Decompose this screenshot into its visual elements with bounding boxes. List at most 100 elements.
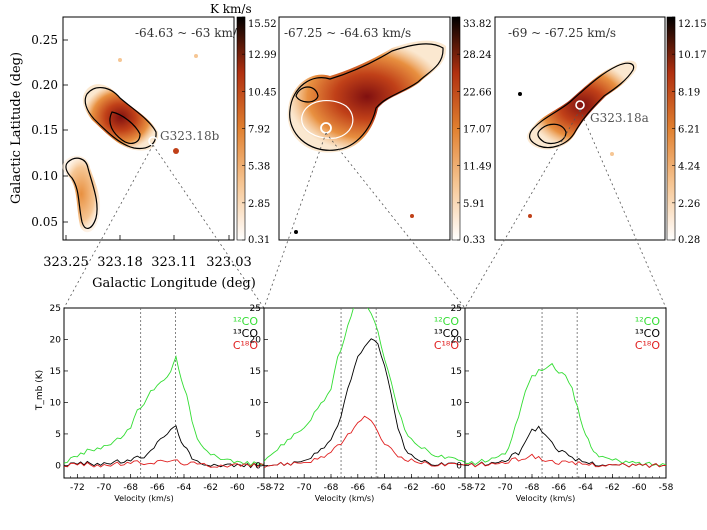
series-line <box>64 459 264 469</box>
map-y-axis-title: Galactic Latitude (deg) <box>9 52 24 204</box>
spectrum-x-tick-label: -64 <box>177 483 192 493</box>
map-y-tick-label: 0.20 <box>31 78 58 92</box>
colorbar-tick-label: 5.91 <box>463 199 485 210</box>
colorbar-tick-label: 7.92 <box>248 125 270 136</box>
spectrum-y-tick-label: 0 <box>456 461 462 471</box>
colorbar-tick-label: 6.21 <box>678 125 700 136</box>
spectrum-y-tick-label: 15 <box>50 367 61 377</box>
spectrum-x-tick-label: -66 <box>551 483 566 493</box>
spectrum-x-tick-label: -70 <box>97 483 112 493</box>
legend-entry: ¹²CO <box>434 315 460 328</box>
map-x-tick-label: 323.11 <box>151 255 197 270</box>
spectrum-x-axis-title: Velocity (km/s) <box>315 494 374 503</box>
spectrum-y-axis-title: T_mb (K) <box>35 370 45 411</box>
map-1-lower-contour <box>65 157 98 229</box>
legend-entry: ¹³CO <box>233 327 259 340</box>
map-panel-3: -69 ~ -67.25 km/s G323.18a <box>494 16 666 241</box>
legend-entry: C¹⁸O <box>635 339 661 352</box>
spectrum-y-tick-label: 0 <box>255 461 261 471</box>
legend-entry: ¹³CO <box>434 327 460 340</box>
legend-entry: ¹²CO <box>233 315 259 328</box>
spectrum-frame <box>263 307 466 479</box>
g323-18a-label: G323.18a <box>590 111 649 125</box>
colorbar-tick-label: 22.66 <box>463 87 492 98</box>
spectrum-x-axis-title: Velocity (km/s) <box>114 494 173 503</box>
spectrum-y-tick-label: 15 <box>250 367 261 377</box>
colorbar-tick-label: 11.49 <box>463 162 492 173</box>
map-1-lower-arm <box>62 155 101 233</box>
colorbar-tick-label: 12.15 <box>678 19 707 30</box>
map-2-emission <box>287 40 447 234</box>
spectrum-x-tick-label: -64 <box>377 483 392 493</box>
colorbar-ticks: 15.52 12.99 10.45 7.92 5.38 2.85 0.31 33.82 28.2… <box>242 16 707 246</box>
map-2-top-contour <box>295 86 319 103</box>
series-line <box>465 453 666 468</box>
connector-line <box>579 109 667 309</box>
spectrum-x-tick-label: -58 <box>257 483 272 493</box>
colorbar-tick-label: 10.17 <box>678 50 707 61</box>
map-1-emission <box>62 54 198 233</box>
series-line <box>264 338 465 469</box>
spectrum-x-tick-label: -72 <box>471 483 486 493</box>
spectrum-x-tick-label: -60 <box>230 483 245 493</box>
colorbar-tick-label: 5.38 <box>248 162 270 173</box>
spectrum-y-tick-label: 25 <box>250 304 261 314</box>
spectrum-x-tick-label: -72 <box>70 483 85 493</box>
map-1-speck <box>194 54 198 58</box>
spectrum-x-tick-label: -58 <box>458 483 473 493</box>
colorbar-tick-label: 0.28 <box>678 235 700 246</box>
map-y-tick-label: 0.25 <box>31 33 58 47</box>
spectrum-y-tick-label: 5 <box>255 430 261 440</box>
map-1-inner-contour <box>109 111 141 144</box>
map-panel-1: -64.63 ~ -63 km/s G323.18b <box>62 16 243 241</box>
connector-line <box>263 132 327 309</box>
map-x-tick-label: 323.03 <box>206 255 252 270</box>
colorbar-tick-label: 4.24 <box>678 162 700 173</box>
map-y-tick-label: 0.05 <box>31 215 58 229</box>
spectrum-y-tick-label: 0 <box>55 461 61 471</box>
spectrum-frame <box>63 307 265 479</box>
colorbar-tick-label: 12.99 <box>248 50 277 61</box>
spectrum-y-tick-label: 10 <box>50 398 62 408</box>
colorbar-tick-label: 10.45 <box>248 87 277 98</box>
spectrum-x-tick-label: -64 <box>578 483 593 493</box>
spectrum-x-tick-label: -68 <box>525 483 540 493</box>
map-1-speck <box>173 148 179 154</box>
spectrum-x-axis-title: Velocity (km/s) <box>516 494 575 503</box>
spectrum-x-tick-label: -60 <box>632 483 647 493</box>
colorbar-tick-label: 2.26 <box>678 199 700 210</box>
spectrum-x-tick-label: -60 <box>431 483 446 493</box>
map-3-frame <box>494 16 666 241</box>
legend-entry: ¹²CO <box>635 315 661 328</box>
colorbar-unit: K km/s <box>210 2 252 16</box>
legend-entry: C¹⁸O <box>434 339 460 352</box>
colorbar-tick-label: 28.24 <box>463 50 492 61</box>
map-3-core-contour <box>537 123 567 145</box>
spectrum-x-tick-label: -66 <box>350 483 365 493</box>
spectrum-y-tick-label: 20 <box>50 335 62 345</box>
map-x-tick-label: 323.18 <box>97 255 143 270</box>
connector-line <box>63 144 154 309</box>
spectrum-x-tick-label: -70 <box>297 483 312 493</box>
series-line <box>64 355 264 467</box>
g323-18a-marker <box>575 100 585 110</box>
map-3-main-cloud <box>527 60 637 150</box>
series-line <box>64 425 264 469</box>
legend-entry: ¹³CO <box>635 327 661 340</box>
map-3-speck <box>610 152 614 156</box>
spectrum-x-tick-label: -70 <box>498 483 513 493</box>
spectrum-y-tick-label: 10 <box>451 398 463 408</box>
map-3-outer-contour <box>529 62 635 149</box>
map-2-speck <box>410 214 414 218</box>
map-axes: 323.25 323.18 323.11 323.03 0.05 0.10 0.15 0.20… <box>31 33 251 270</box>
spectrum-lines <box>465 362 666 468</box>
spectrum-lines <box>64 355 264 469</box>
map-2-main-cloud <box>287 40 447 153</box>
map-3-velocity-label: -69 ~ -67.25 km/s <box>508 26 616 40</box>
connector-lines <box>63 109 667 309</box>
spectrum-y-tick-label: 20 <box>250 335 262 345</box>
colorbar-tick-label: 8.19 <box>678 87 700 98</box>
spectrum-x-tick-label: -62 <box>605 483 620 493</box>
